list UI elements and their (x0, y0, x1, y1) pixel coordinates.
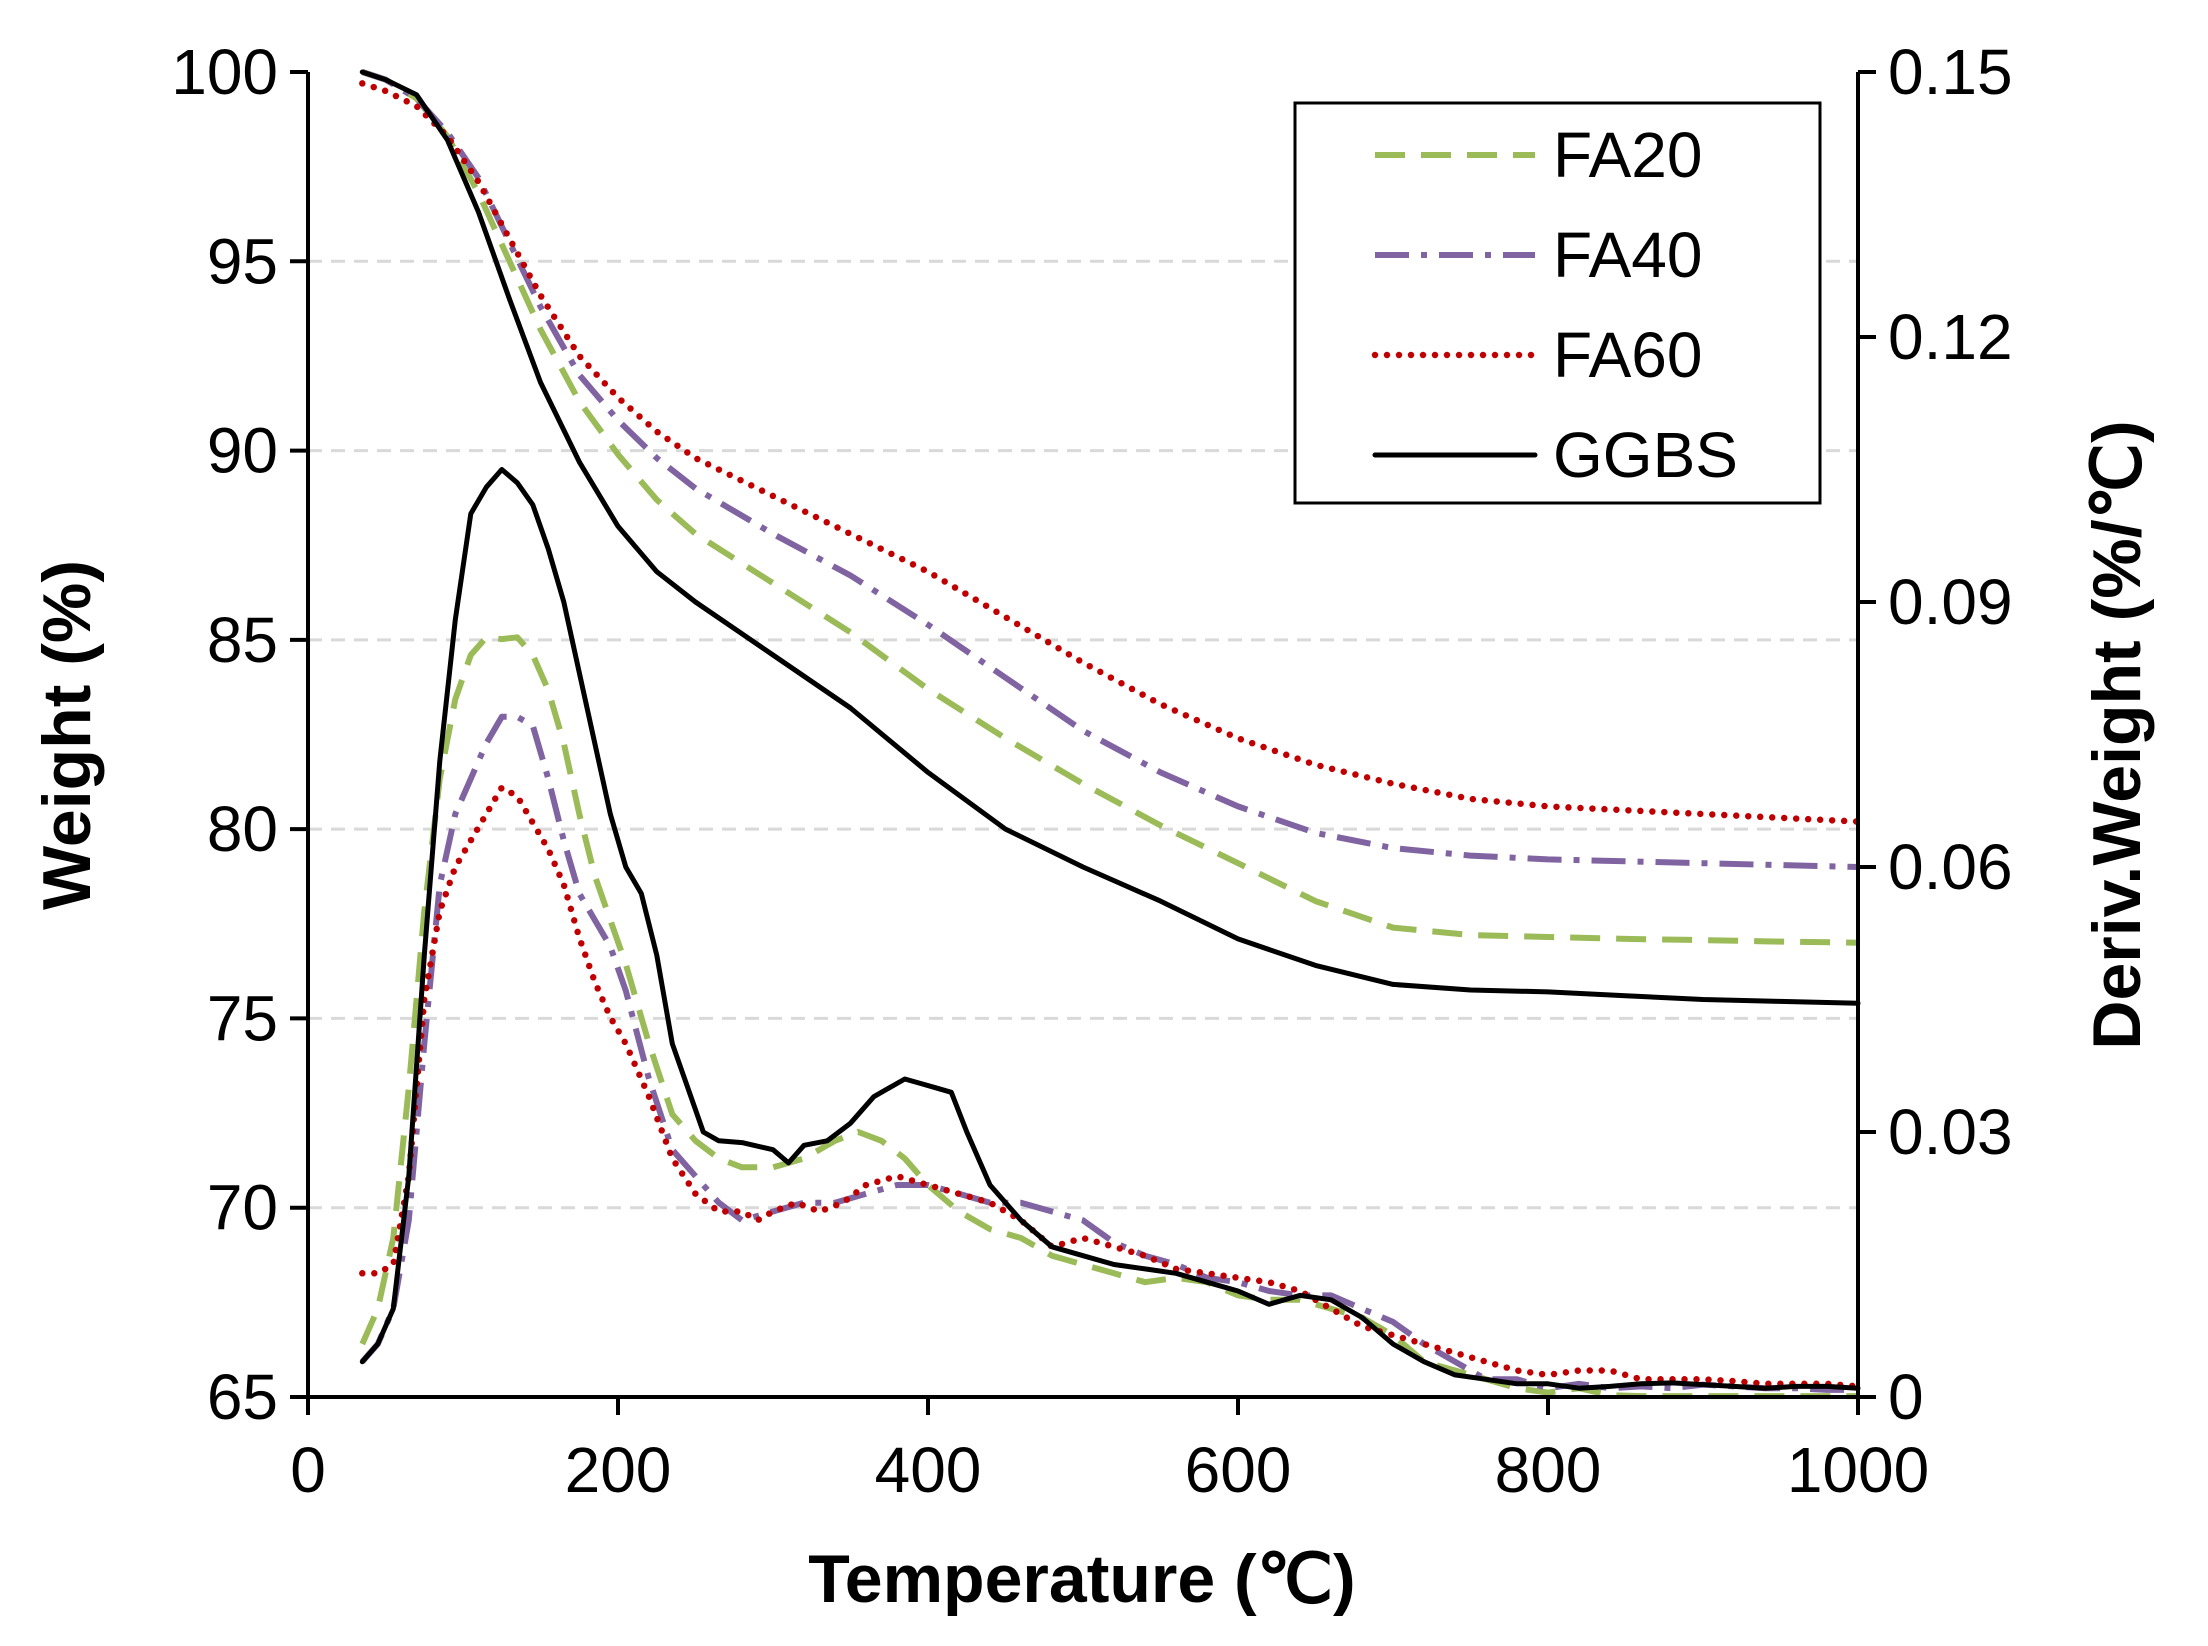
weight-line-fa60 (359, 80, 1862, 825)
x-tick-label: 0 (290, 1434, 326, 1506)
y-tick-label-left: 75 (207, 982, 278, 1054)
y-tick-label-right: 0.12 (1888, 301, 2013, 373)
x-tick-label: 600 (1185, 1434, 1292, 1506)
ticks (290, 70, 1876, 1415)
y-tick-label-left: 90 (207, 415, 278, 487)
x-tick-label: 1000 (1787, 1434, 1929, 1506)
y-tick-label-right: 0.09 (1888, 566, 2013, 638)
y-tick-label-right: 0.03 (1888, 1096, 2013, 1168)
y-axis-title-left: Weight (%) (29, 560, 105, 910)
weight-line-ggbs (359, 69, 1861, 1006)
legend-label-fa20: FA20 (1553, 119, 1702, 191)
x-tick-label: 400 (875, 1434, 982, 1506)
legend-label-ggbs: GGBS (1553, 419, 1738, 491)
deriv-line-fa20 (359, 634, 1858, 1400)
y-tick-label-right: 0.06 (1888, 831, 2013, 903)
y-axis-title-right: Deriv.Weight (%/℃) (2079, 420, 2155, 1049)
y-tick-label-left: 85 (207, 604, 278, 676)
legend-box (1293, 101, 1822, 505)
legend-label-fa40: FA40 (1553, 219, 1702, 291)
y-tick-label-right: 0 (1888, 1361, 1924, 1433)
y-tick-label-right: 0.15 (1888, 36, 2013, 108)
legend-label-fa60: FA60 (1553, 319, 1702, 391)
y-tick-label-left: 95 (207, 225, 278, 297)
y-tick-label-left: 100 (171, 36, 278, 108)
deriv-line-ggbs (359, 467, 1861, 1391)
x-axis-title: Temperature (℃) (808, 1541, 1355, 1617)
y-tick-label-left: 70 (207, 1172, 278, 1244)
x-tick-label: 800 (1495, 1434, 1602, 1506)
y-tick-label-left: 65 (207, 1361, 278, 1433)
y-tick-label-left: 80 (207, 793, 278, 865)
deriv-line-fa40 (360, 713, 1858, 1393)
legend: FA20 FA40 FA60 GGBS (1293, 101, 1822, 505)
x-tick-label: 200 (565, 1434, 672, 1506)
weight-line-fa40 (361, 69, 1859, 870)
weight-line-fa20 (361, 69, 1859, 946)
series-layer (359, 69, 1862, 1400)
